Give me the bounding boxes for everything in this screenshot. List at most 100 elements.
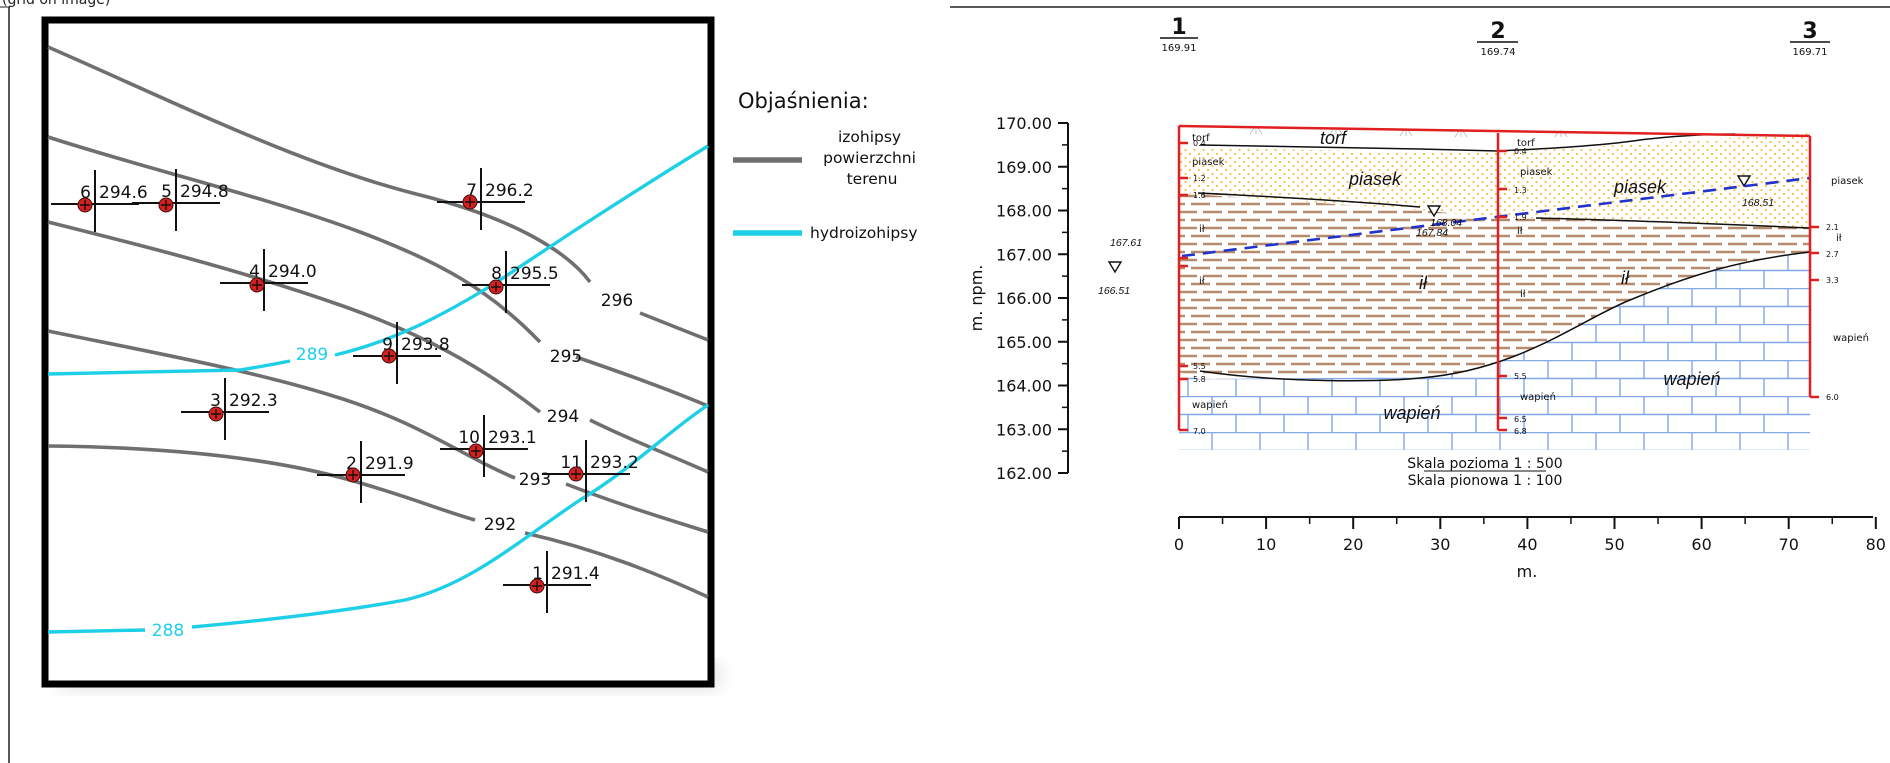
well-7: 7 296.2 — [437, 168, 534, 230]
contour-label-292: 292 — [484, 515, 516, 535]
well-1-number: 1 — [532, 564, 543, 584]
y-tick-label-167.00: 167.00 — [996, 245, 1052, 264]
x-tick-label-80: 80 — [1866, 535, 1886, 554]
contour-label-294: 294 — [547, 407, 579, 427]
x-tick-label-30: 30 — [1430, 535, 1450, 554]
well-8-elevation: 295.5 — [510, 264, 559, 284]
borehole-2-elevation: 169.74 — [1481, 47, 1516, 58]
well-3-cross — [211, 409, 221, 419]
y-tick-label-162.00: 162.00 — [996, 464, 1052, 483]
hydroisohypse-289 — [47, 144, 709, 376]
layer-il — [1179, 193, 1810, 379]
borehole-2-number: 2 — [1490, 19, 1505, 44]
hydroisohypse-288 — [47, 403, 709, 634]
well-6-cross — [80, 200, 90, 210]
x-tick-label-10: 10 — [1256, 535, 1276, 554]
well-7-number: 7 — [466, 181, 477, 201]
bh3-name-piasek: piasek — [1831, 176, 1864, 187]
contour-label-296: 296 — [601, 291, 633, 311]
well-4-cross — [252, 280, 262, 290]
bh2-depth-0.4: 0.4 — [1514, 147, 1527, 156]
scale-horizontal: Skala pozioma 1 : 500 — [1407, 456, 1562, 472]
bh1-depth-0.4: 0.4 — [1193, 139, 1206, 148]
label-torf: torf — [1320, 128, 1348, 148]
borehole-headers: 1 169.91 2 169.74 3 169.71 — [1160, 15, 1830, 58]
legend-contour-line3: terenu — [847, 170, 898, 188]
well-2-cross — [348, 470, 358, 480]
well-4-elevation: 294.0 — [268, 262, 317, 282]
well-9-elevation: 293.8 — [401, 335, 450, 355]
well-8-cross — [491, 282, 501, 292]
well-4-number: 4 — [249, 262, 260, 282]
borehole-columns — [1177, 124, 1812, 430]
x-axis: 0 10 20 30 40 50 60 70 80 m. — [1174, 516, 1886, 581]
x-tick-label-60: 60 — [1691, 535, 1711, 554]
bh2-name-il-2: ił — [1520, 289, 1526, 300]
legend-title: Objaśnienia: — [738, 89, 869, 113]
borehole-3-elevation: 169.71 — [1793, 47, 1828, 58]
contour-lines — [47, 45, 709, 599]
contour-line-294 — [47, 220, 709, 474]
bh1-name-il-1: ił — [1199, 224, 1205, 235]
bh2-depth-6.5: 6.5 — [1514, 415, 1527, 424]
hydro-label-289: 289 — [296, 345, 328, 365]
y-tick-label-163.00: 163.00 — [996, 420, 1052, 439]
bh1-depth-1.6: 1.6 — [1193, 191, 1206, 200]
bh1-depth-1.2: 1.2 — [1193, 174, 1206, 183]
well-5-number: 5 — [161, 182, 172, 202]
well-10-cross — [471, 446, 481, 456]
water-marker-1 — [1107, 261, 1123, 274]
label-piasek-left: piasek — [1348, 169, 1402, 189]
bh3-depth-3.3: 3.3 — [1826, 276, 1839, 285]
well-3-elevation: 292.3 — [229, 391, 278, 411]
well-2: 2 291.9 — [317, 441, 414, 503]
bh3-name-wapien: wapień — [1833, 332, 1869, 344]
well-1-elevation: 291.4 — [551, 564, 600, 584]
contour-line-295 — [47, 135, 709, 408]
wells: 6 294.6 5 294.8 7 296.2 4 294.0 8 295.5 9 293.8 3 292… — [51, 168, 639, 613]
borehole-3-number: 3 — [1802, 19, 1817, 44]
bh1-depth-7.0: 7.0 — [1193, 427, 1206, 436]
bh1-name-torf: torf — [1192, 133, 1210, 144]
map-legend: Objaśnienia: izohipsy powierzchni terenu… — [733, 89, 918, 242]
bh2-name-il-1: ił — [1517, 226, 1523, 237]
well-9-number: 9 — [382, 335, 393, 355]
bh2-name-wapien: wapień — [1520, 391, 1556, 403]
well-8: 8 295.5 — [462, 251, 559, 313]
y-tick-label-170.00: 170.00 — [996, 114, 1052, 133]
bh2-name-piasek: piasek — [1520, 167, 1553, 178]
legend-hydro-label: hydroizohipsy — [810, 224, 918, 242]
bh1-depth-5.5: 5.5 — [1193, 362, 1206, 371]
y-tick-label-165.00: 165.00 — [996, 333, 1052, 352]
legend-contour-line2: powierzchni — [823, 149, 916, 167]
label-wapien-right: wapień — [1663, 369, 1720, 389]
well-10-number: 10 — [458, 428, 480, 448]
bh2-depth-1.9: 1.9 — [1514, 213, 1527, 222]
x-tick-label-0: 0 — [1174, 535, 1184, 554]
label-il-left: ił — [1419, 273, 1428, 293]
well-3-number: 3 — [210, 391, 221, 411]
bh1-name-piasek: piasek — [1192, 157, 1225, 168]
well-2-number: 2 — [346, 454, 357, 474]
bh1-name-il-2: ił — [1199, 276, 1205, 287]
bh2-name-torf: torf — [1517, 138, 1535, 149]
water-markers: 167.61 166.51 168.04 167.84 168.51 — [1098, 175, 1774, 297]
well-5-elevation: 294.8 — [180, 182, 229, 202]
water-table-line — [1181, 176, 1811, 258]
well-8-number: 8 — [491, 264, 502, 284]
well-10: 10 293.1 — [440, 415, 537, 477]
well-9-cross — [384, 351, 394, 361]
water-1-b: 166.51 — [1098, 285, 1130, 297]
bh3-name-il: ił — [1836, 233, 1842, 244]
y-tick-label-169.00: 169.00 — [996, 158, 1052, 177]
water-2-a: 168.04 — [1430, 217, 1462, 229]
x-tick-label-70: 70 — [1779, 535, 1799, 554]
borehole-1-elevation: 169.91 — [1162, 43, 1197, 54]
water-marker-3 — [1736, 175, 1752, 188]
well-6-elevation: 294.6 — [99, 183, 148, 203]
well-5-cross — [161, 200, 171, 210]
contour-label-295: 295 — [550, 347, 582, 367]
well-11-cross — [571, 469, 581, 479]
hydro-label-288: 288 — [152, 621, 184, 641]
